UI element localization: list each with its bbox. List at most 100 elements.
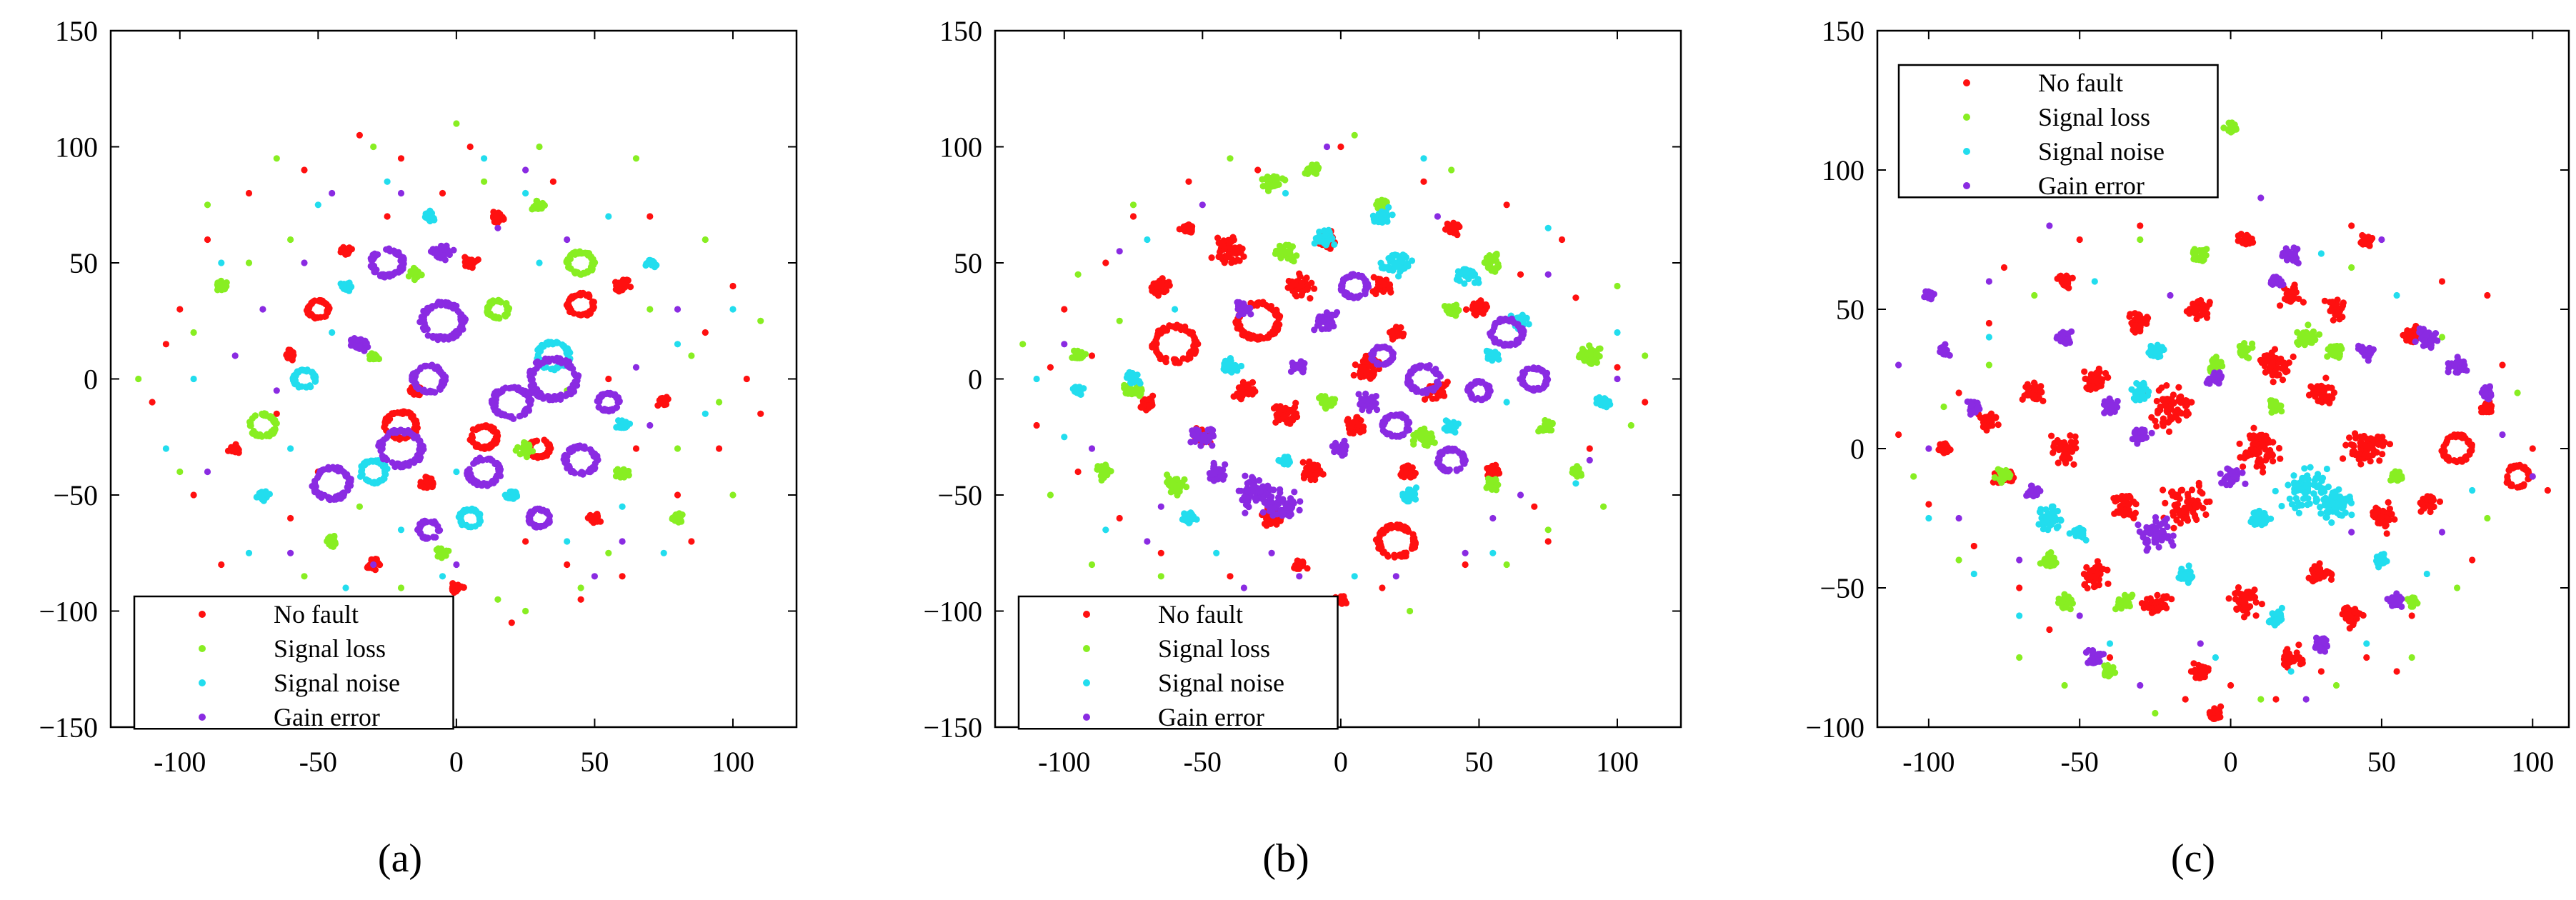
data-point [1544, 224, 1552, 231]
data-point [1322, 231, 1329, 239]
data-point [535, 523, 542, 530]
data-point [577, 311, 584, 319]
data-point [492, 407, 499, 414]
data-point [251, 412, 259, 419]
data-point [1179, 355, 1187, 362]
data-point [1129, 201, 1137, 209]
data-point [1209, 442, 1216, 449]
data-point [1378, 264, 1385, 271]
data-point [743, 375, 750, 383]
data-point [529, 377, 536, 385]
data-point [632, 364, 640, 371]
data-point [578, 470, 585, 477]
data-point [1471, 310, 1478, 317]
data-point [1295, 562, 1303, 569]
data-point [1402, 469, 1409, 476]
data-point [441, 256, 449, 264]
data-point [1360, 396, 1367, 404]
data-point [1494, 339, 1502, 346]
data-point [1445, 224, 1452, 231]
data-point [519, 389, 526, 396]
data-point [460, 508, 467, 515]
data-point [522, 189, 529, 197]
data-point [619, 473, 626, 480]
data-point [1369, 373, 1377, 380]
data-point [1379, 199, 1387, 206]
data-point [406, 429, 413, 436]
legend-marker [199, 679, 206, 686]
data-point [1454, 448, 1462, 455]
x-tick-label: 50 [580, 746, 609, 778]
data-point [553, 394, 560, 401]
series-gain-error [1061, 143, 1621, 591]
data-point [522, 166, 529, 174]
data-point [579, 250, 586, 257]
data-point [499, 214, 506, 221]
data-point [1382, 414, 1389, 421]
data-point [1372, 215, 1379, 222]
data-point [441, 246, 448, 253]
panel-a-label: (a) [378, 836, 422, 881]
data-point [361, 461, 368, 469]
data-point [397, 584, 405, 591]
data-point [301, 573, 308, 580]
data-point [1293, 293, 1300, 300]
data-point [1168, 481, 1175, 489]
data-point [1504, 316, 1511, 324]
data-point [1186, 228, 1193, 235]
data-point [1282, 241, 1289, 249]
data-point [1531, 503, 1538, 510]
data-point [1221, 259, 1228, 266]
data-point [1574, 469, 1582, 476]
data-point [1347, 424, 1354, 431]
data-point [340, 285, 347, 292]
data-point [1427, 386, 1434, 393]
data-point [384, 178, 391, 185]
data-point [429, 362, 436, 369]
data-point [569, 381, 576, 389]
data-point [586, 511, 594, 519]
data-point [1331, 241, 1338, 248]
data-point [1361, 366, 1368, 374]
data-point [1159, 281, 1166, 289]
data-point [502, 313, 509, 320]
y-tick-label: 50 [69, 247, 98, 279]
data-point [426, 305, 434, 312]
data-point [534, 505, 541, 513]
data-point [1161, 326, 1168, 333]
y-tick-label: −100 [39, 596, 98, 628]
data-point [1349, 419, 1357, 426]
data-point [432, 249, 439, 256]
data-point [1234, 321, 1242, 329]
data-point [162, 341, 169, 348]
data-point [1379, 526, 1386, 534]
data-point [1487, 466, 1494, 474]
data-point [479, 456, 486, 464]
data-point [1088, 352, 1096, 359]
data-point [410, 264, 418, 271]
legend-marker [199, 714, 206, 721]
data-point [1033, 421, 1040, 429]
data-point [647, 306, 654, 313]
data-point [356, 343, 363, 350]
data-point [496, 467, 504, 474]
data-point [1144, 236, 1151, 244]
data-point [1069, 354, 1076, 361]
data-point [1074, 468, 1082, 476]
data-point [423, 474, 431, 481]
data-point [1274, 511, 1281, 518]
data-point [494, 224, 501, 231]
data-point [1185, 178, 1192, 185]
data-point [1503, 561, 1510, 569]
data-point [576, 271, 584, 278]
data-point [1323, 396, 1330, 403]
data-point [468, 256, 475, 264]
data-point [1313, 164, 1320, 171]
data-point [439, 573, 446, 580]
data-point [1429, 434, 1436, 441]
data-point [494, 437, 501, 444]
data-point [1367, 404, 1374, 411]
data-point [729, 491, 737, 499]
data-point [1490, 256, 1497, 263]
